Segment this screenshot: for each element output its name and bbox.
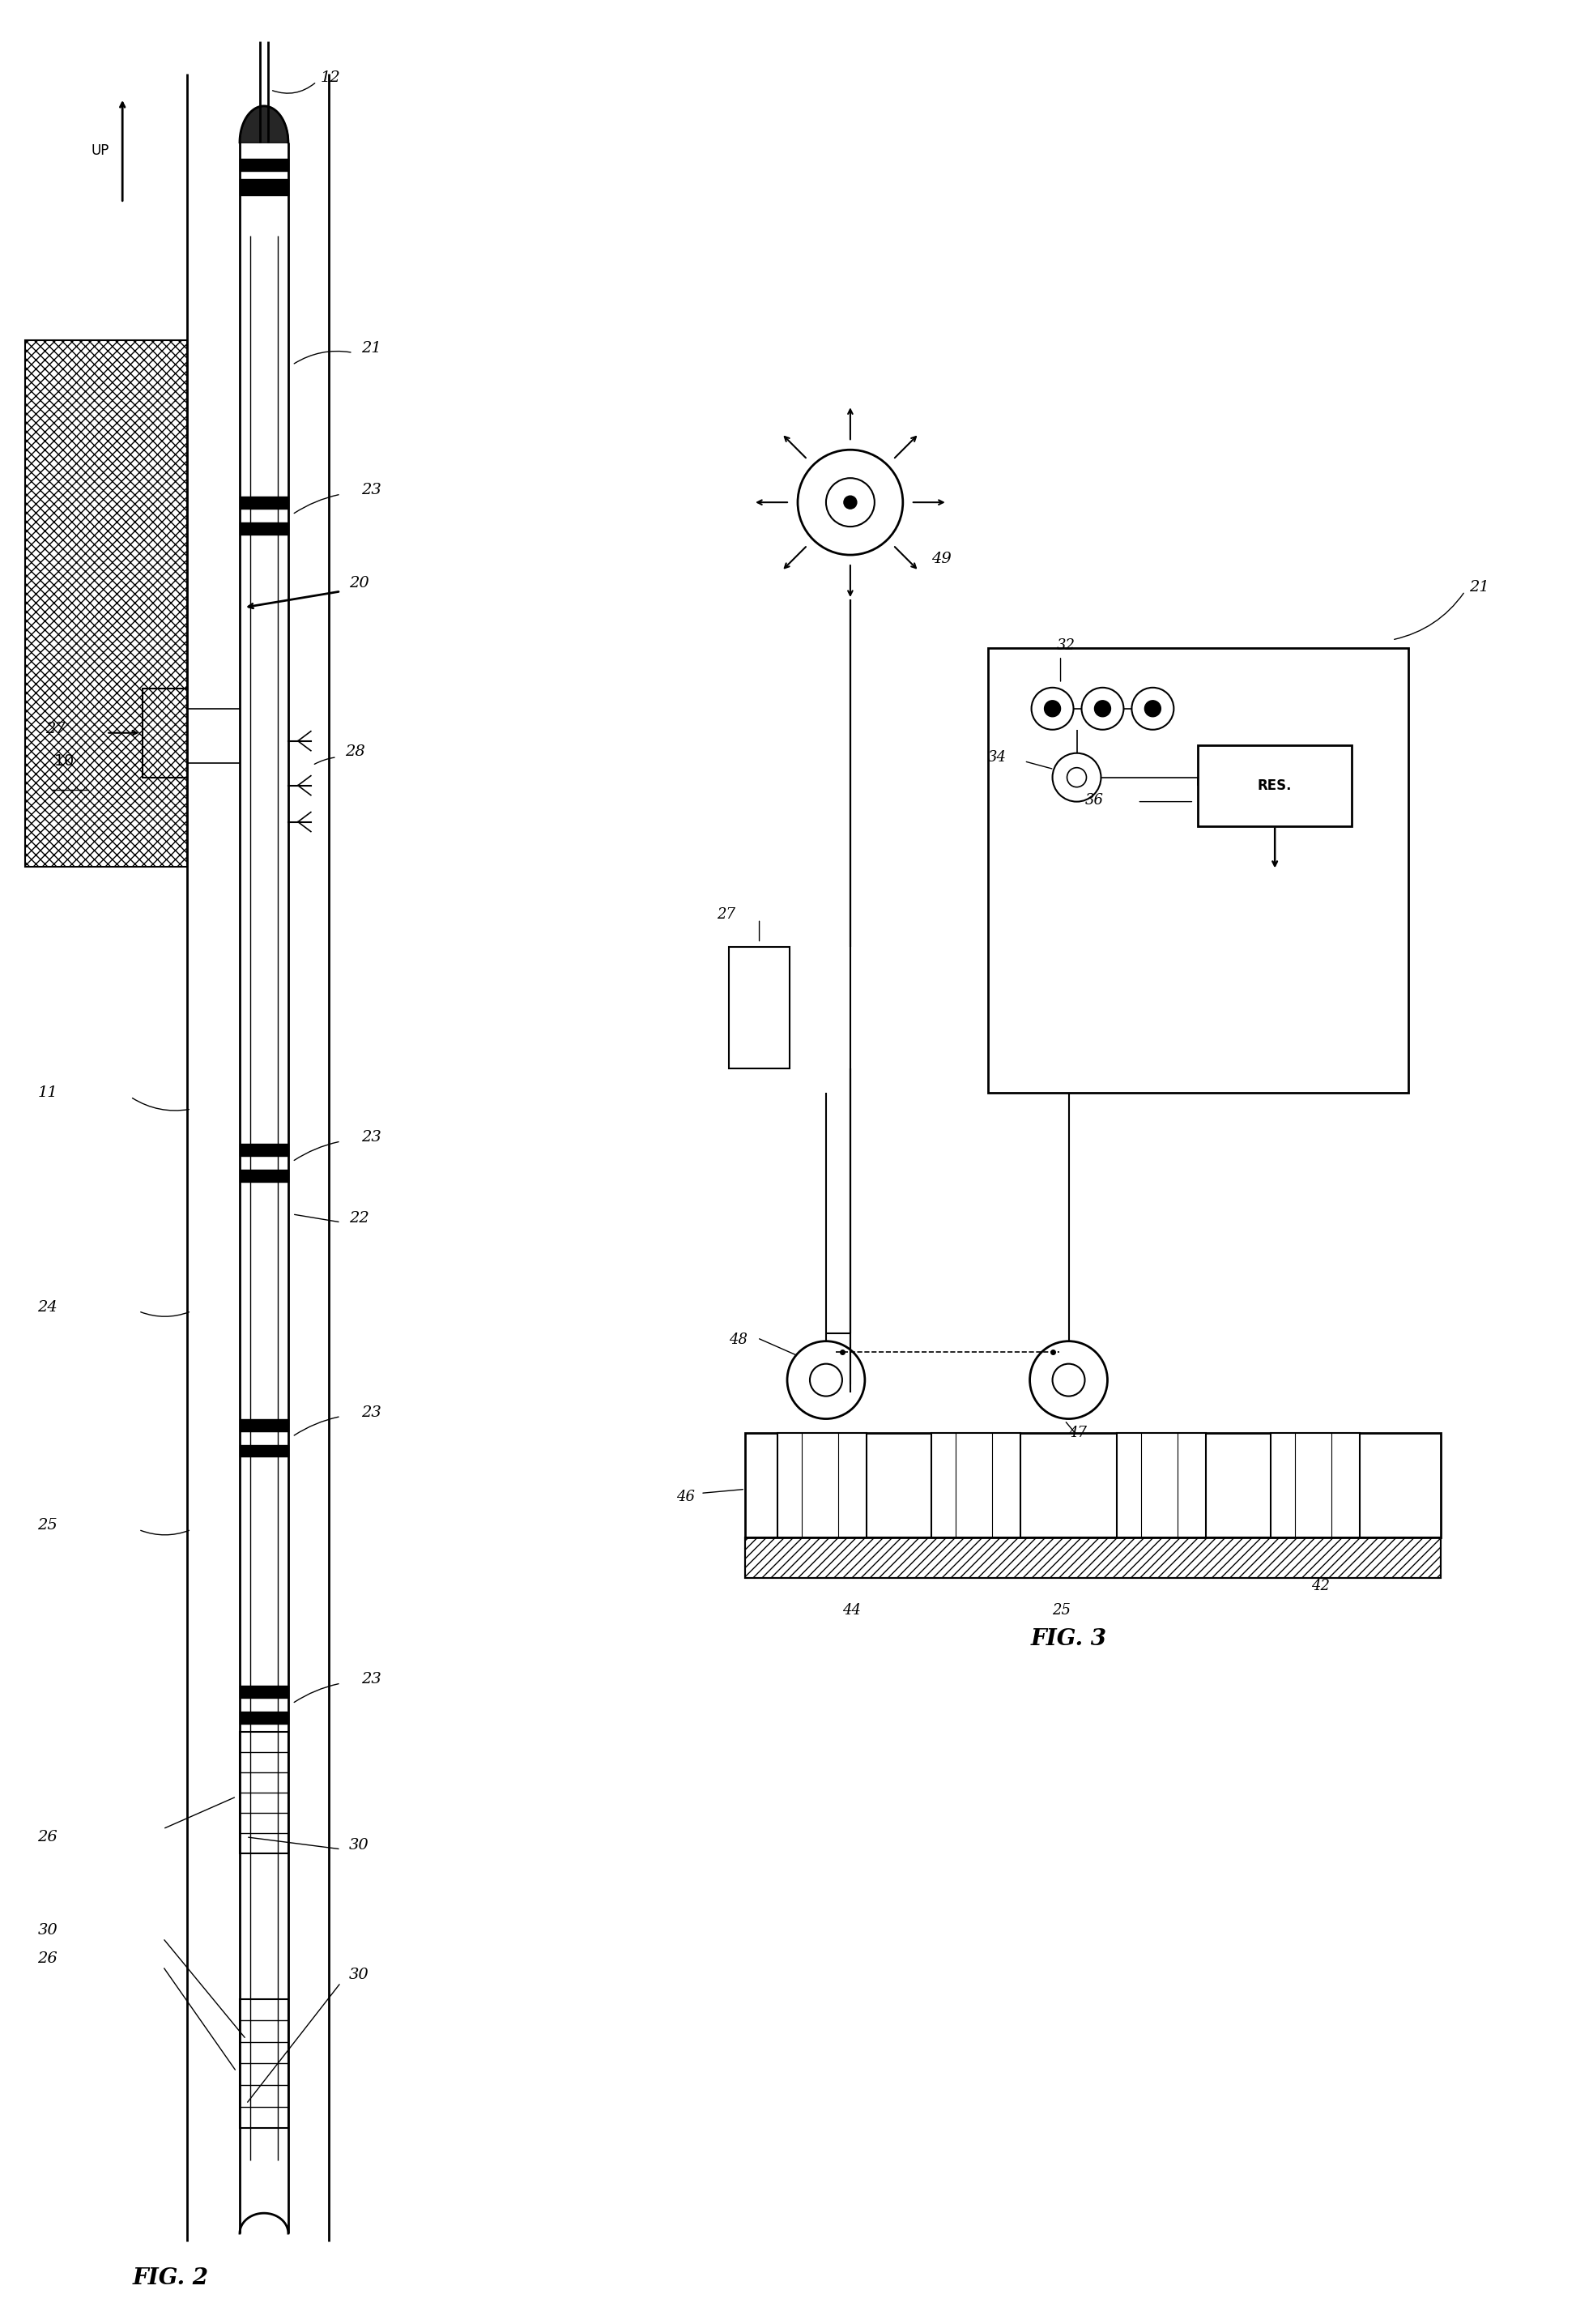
- Text: 23: 23: [362, 1671, 381, 1687]
- Text: 36: 36: [1085, 792, 1104, 806]
- Text: 20: 20: [349, 576, 370, 590]
- Bar: [1117, 1432, 1206, 1538]
- Bar: [746, 1432, 1440, 1538]
- Bar: [239, 1999, 288, 2129]
- Text: 27: 27: [717, 909, 736, 923]
- Text: $\it{10}$: $\it{10}$: [54, 753, 75, 769]
- Text: 30: 30: [349, 1838, 370, 1852]
- Text: 25: 25: [1053, 1604, 1070, 1618]
- Text: 26: 26: [38, 1952, 57, 1966]
- Text: 24: 24: [38, 1299, 57, 1315]
- Circle shape: [844, 495, 857, 509]
- Text: UP: UP: [91, 144, 108, 158]
- Text: 32: 32: [1056, 639, 1075, 653]
- Bar: [932, 1432, 1020, 1538]
- Text: 47: 47: [1069, 1425, 1088, 1441]
- Text: 30: 30: [38, 1922, 57, 1938]
- Text: 44: 44: [843, 1604, 860, 1618]
- Text: FIG. 2: FIG. 2: [132, 2266, 209, 2289]
- Bar: [1271, 1432, 1360, 1538]
- Text: 21: 21: [1469, 581, 1489, 595]
- Text: 25: 25: [38, 1518, 57, 1534]
- Text: 49: 49: [932, 551, 951, 567]
- Text: 34: 34: [988, 751, 1007, 765]
- Text: 27: 27: [46, 720, 65, 737]
- Text: 23: 23: [362, 483, 381, 497]
- Bar: [777, 1432, 867, 1538]
- Bar: [25, 342, 186, 867]
- Bar: [988, 648, 1408, 1092]
- Circle shape: [1145, 700, 1161, 716]
- Text: RES.: RES.: [1257, 779, 1292, 792]
- Bar: [746, 1538, 1440, 1578]
- Bar: [143, 688, 186, 776]
- Bar: [730, 948, 790, 1069]
- Text: 46: 46: [677, 1490, 695, 1504]
- Text: 48: 48: [730, 1332, 747, 1348]
- Text: 23: 23: [362, 1129, 381, 1146]
- Bar: [1198, 746, 1352, 825]
- Text: 30: 30: [349, 1966, 370, 1982]
- Text: 42: 42: [1311, 1578, 1330, 1594]
- Text: 26: 26: [38, 1829, 57, 1845]
- Text: FIG. 3: FIG. 3: [1031, 1627, 1107, 1650]
- Text: 11: 11: [38, 1085, 57, 1099]
- Text: 22: 22: [349, 1211, 370, 1225]
- Text: 21: 21: [362, 342, 381, 356]
- Bar: [239, 1731, 288, 1852]
- Text: 23: 23: [362, 1406, 381, 1420]
- Bar: [746, 1538, 1440, 1578]
- Text: 28: 28: [344, 744, 365, 758]
- Circle shape: [1045, 700, 1061, 716]
- Text: 12: 12: [320, 70, 341, 86]
- Circle shape: [1094, 700, 1110, 716]
